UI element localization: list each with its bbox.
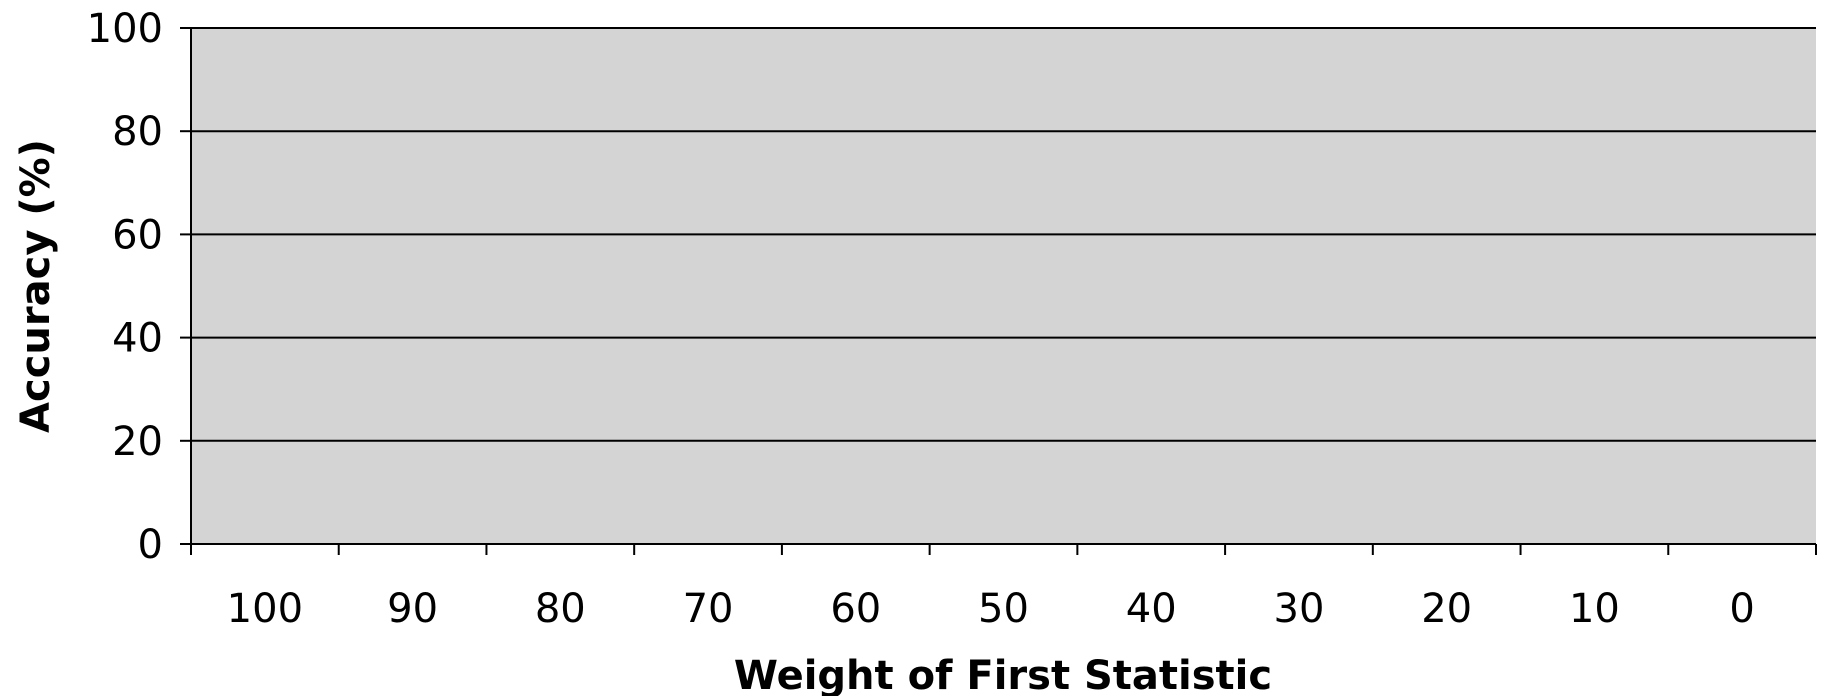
x-tick-label: 70: [683, 586, 734, 632]
y-tick-label: 60: [112, 212, 163, 258]
y-axis: 0 20 40 60 80 100: [87, 6, 192, 568]
x-tick-label: 90: [387, 586, 438, 632]
plot-area: [191, 28, 1816, 544]
x-tick-label: 60: [830, 586, 881, 632]
x-tick-label: 0: [1729, 586, 1754, 632]
x-tick-label: 20: [1421, 586, 1472, 632]
x-axis: 100 90 80 70 60 50 40 30 20 10 0: [190, 543, 1817, 632]
y-axis-title: Accuracy (%): [13, 139, 59, 433]
y-tick-label: 40: [112, 316, 163, 362]
x-axis-title: Weight of First Statistic: [734, 653, 1272, 696]
x-tick-label: 30: [1274, 586, 1325, 632]
gridlines: [191, 27, 1816, 442]
x-tick-label: 40: [1126, 586, 1177, 632]
x-tick-label: 80: [535, 586, 586, 632]
y-tick-label: 20: [112, 419, 163, 465]
x-tick-label: 50: [978, 586, 1029, 632]
y-tick-label: 80: [112, 109, 163, 155]
y-tick-label: 0: [138, 522, 163, 568]
x-tick-label: 100: [227, 586, 303, 632]
y-tick-label: 100: [87, 6, 163, 52]
x-tick-label: 10: [1569, 586, 1620, 632]
